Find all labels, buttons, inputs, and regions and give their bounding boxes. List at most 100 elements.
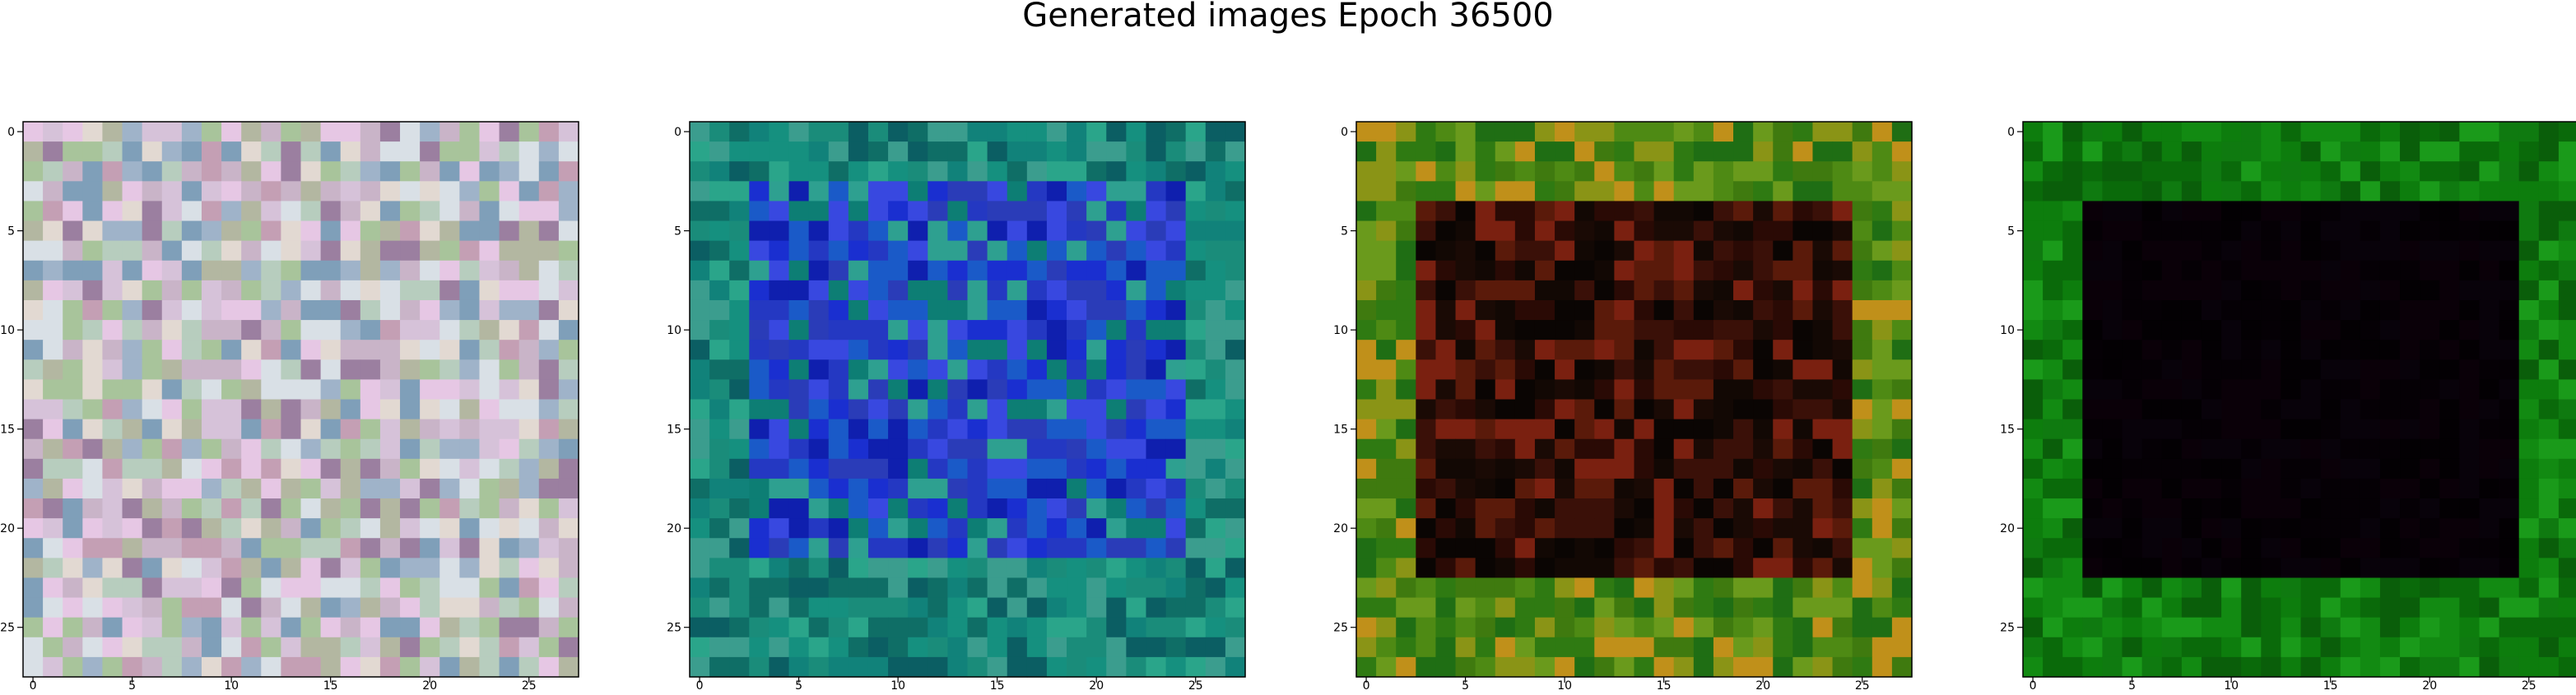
heatmap-cell [1514, 240, 1536, 262]
heatmap-cell [2241, 656, 2262, 678]
heatmap-cell [320, 201, 342, 222]
heatmap-cell [1026, 399, 1048, 420]
heatmap-cell [2201, 637, 2222, 658]
heatmap-cell [221, 498, 242, 519]
heatmap-cell [1812, 637, 1834, 658]
heatmap-cell [987, 577, 1008, 599]
heatmap-cell [82, 656, 104, 678]
heatmap-cell [2023, 458, 2044, 480]
heatmap-cell [2141, 558, 2163, 579]
heatmap-cell [1165, 359, 1187, 380]
heatmap-cell [947, 518, 969, 539]
heatmap-cell [867, 359, 889, 380]
heatmap-cell [769, 320, 790, 341]
heatmap-cell [2340, 419, 2361, 440]
heatmap-cell [1126, 597, 1147, 619]
heatmap-cell [2420, 299, 2440, 321]
heatmap-cell [300, 181, 322, 202]
heatmap-cell [2379, 299, 2401, 321]
heatmap-cell [2161, 359, 2183, 380]
heatmap-cell [1185, 577, 1207, 599]
heatmap-cell [2400, 240, 2420, 262]
heatmap-cell [1534, 299, 1555, 321]
heatmap-cell [340, 359, 361, 380]
heatmap-cell [43, 379, 63, 401]
heatmap-cell [987, 399, 1008, 420]
heatmap-cell [1126, 280, 1147, 301]
heatmap-cell [1106, 359, 1127, 380]
heatmap-cell [379, 597, 401, 619]
heatmap-cell [928, 597, 948, 619]
heatmap-cell [479, 379, 500, 401]
heatmap-cell [2122, 220, 2143, 242]
heatmap-cell [2439, 320, 2460, 341]
heatmap-cell [848, 320, 869, 341]
heatmap-cell [1713, 220, 1734, 242]
heatmap-cell [1574, 161, 1595, 182]
heatmap-cell [1872, 558, 1893, 579]
heatmap-cell [1653, 637, 1675, 658]
heatmap-cell [479, 320, 500, 341]
heatmap-cell [2320, 359, 2341, 380]
heatmap-cell [558, 478, 579, 499]
heatmap-cell [2479, 498, 2500, 519]
heatmap-cell [2439, 220, 2460, 242]
heatmap-cell [2241, 458, 2262, 480]
heatmap-cell [788, 201, 810, 222]
heatmap-cell [1165, 201, 1187, 222]
heatmap-cell [2558, 458, 2576, 480]
heatmap-cell [2082, 260, 2104, 281]
heatmap-cell [122, 340, 143, 360]
heatmap-cell [729, 299, 750, 321]
heatmap-cell [2439, 201, 2460, 222]
heatmap-cell [2023, 617, 2044, 638]
heatmap-cell [2062, 379, 2083, 401]
heatmap-cell [1753, 458, 1774, 480]
heatmap-cell [1852, 141, 1873, 162]
heatmap-cell [122, 181, 143, 202]
heatmap-cell [1733, 438, 1754, 460]
heatmap-cell [1832, 122, 1853, 142]
heatmap-cell [201, 617, 222, 638]
heatmap-cell [558, 458, 579, 480]
heatmap-cell [709, 637, 730, 658]
heatmap-cell [2300, 617, 2322, 638]
heatmap-cell [1812, 478, 1834, 499]
heatmap-cell [2102, 419, 2123, 440]
heatmap-cell [2082, 141, 2104, 162]
heatmap-cell [2181, 379, 2202, 401]
heatmap-cell [122, 458, 143, 480]
heatmap-cell [2518, 201, 2540, 222]
heatmap-cell [908, 656, 928, 678]
heatmap-cell [181, 122, 202, 142]
heatmap-cell [729, 359, 750, 380]
heatmap-cell [888, 379, 909, 401]
heatmap-cell [828, 340, 849, 360]
heatmap-cell [2261, 379, 2281, 401]
heatmap-cell [2439, 399, 2460, 420]
heatmap-cell [1514, 201, 1536, 222]
heatmap-cell [63, 280, 83, 301]
heatmap-cell [2518, 320, 2540, 341]
heatmap-cell [2221, 617, 2242, 638]
heatmap-cell [2499, 280, 2520, 301]
heatmap-cell [1594, 637, 1615, 658]
heatmap-cell [1733, 577, 1754, 599]
heatmap-cell [379, 558, 401, 579]
heatmap-cell [947, 558, 969, 579]
heatmap-cell [1376, 141, 1397, 162]
heatmap-cell [1475, 458, 1496, 480]
heatmap-cell [2479, 359, 2500, 380]
heatmap-cell [2062, 220, 2083, 242]
heatmap-cell [709, 478, 730, 499]
heatmap-cell [1713, 379, 1734, 401]
heatmap-cell [2043, 220, 2063, 242]
heatmap-cell [1872, 419, 1893, 440]
heatmap-cell [788, 419, 810, 440]
heatmap-cell [1614, 419, 1635, 440]
heatmap-cell [1435, 201, 1457, 222]
heatmap-cell [221, 558, 242, 579]
heatmap-cell [2023, 299, 2044, 321]
heatmap-cell [1793, 637, 1814, 658]
heatmap-cell [1733, 478, 1754, 499]
